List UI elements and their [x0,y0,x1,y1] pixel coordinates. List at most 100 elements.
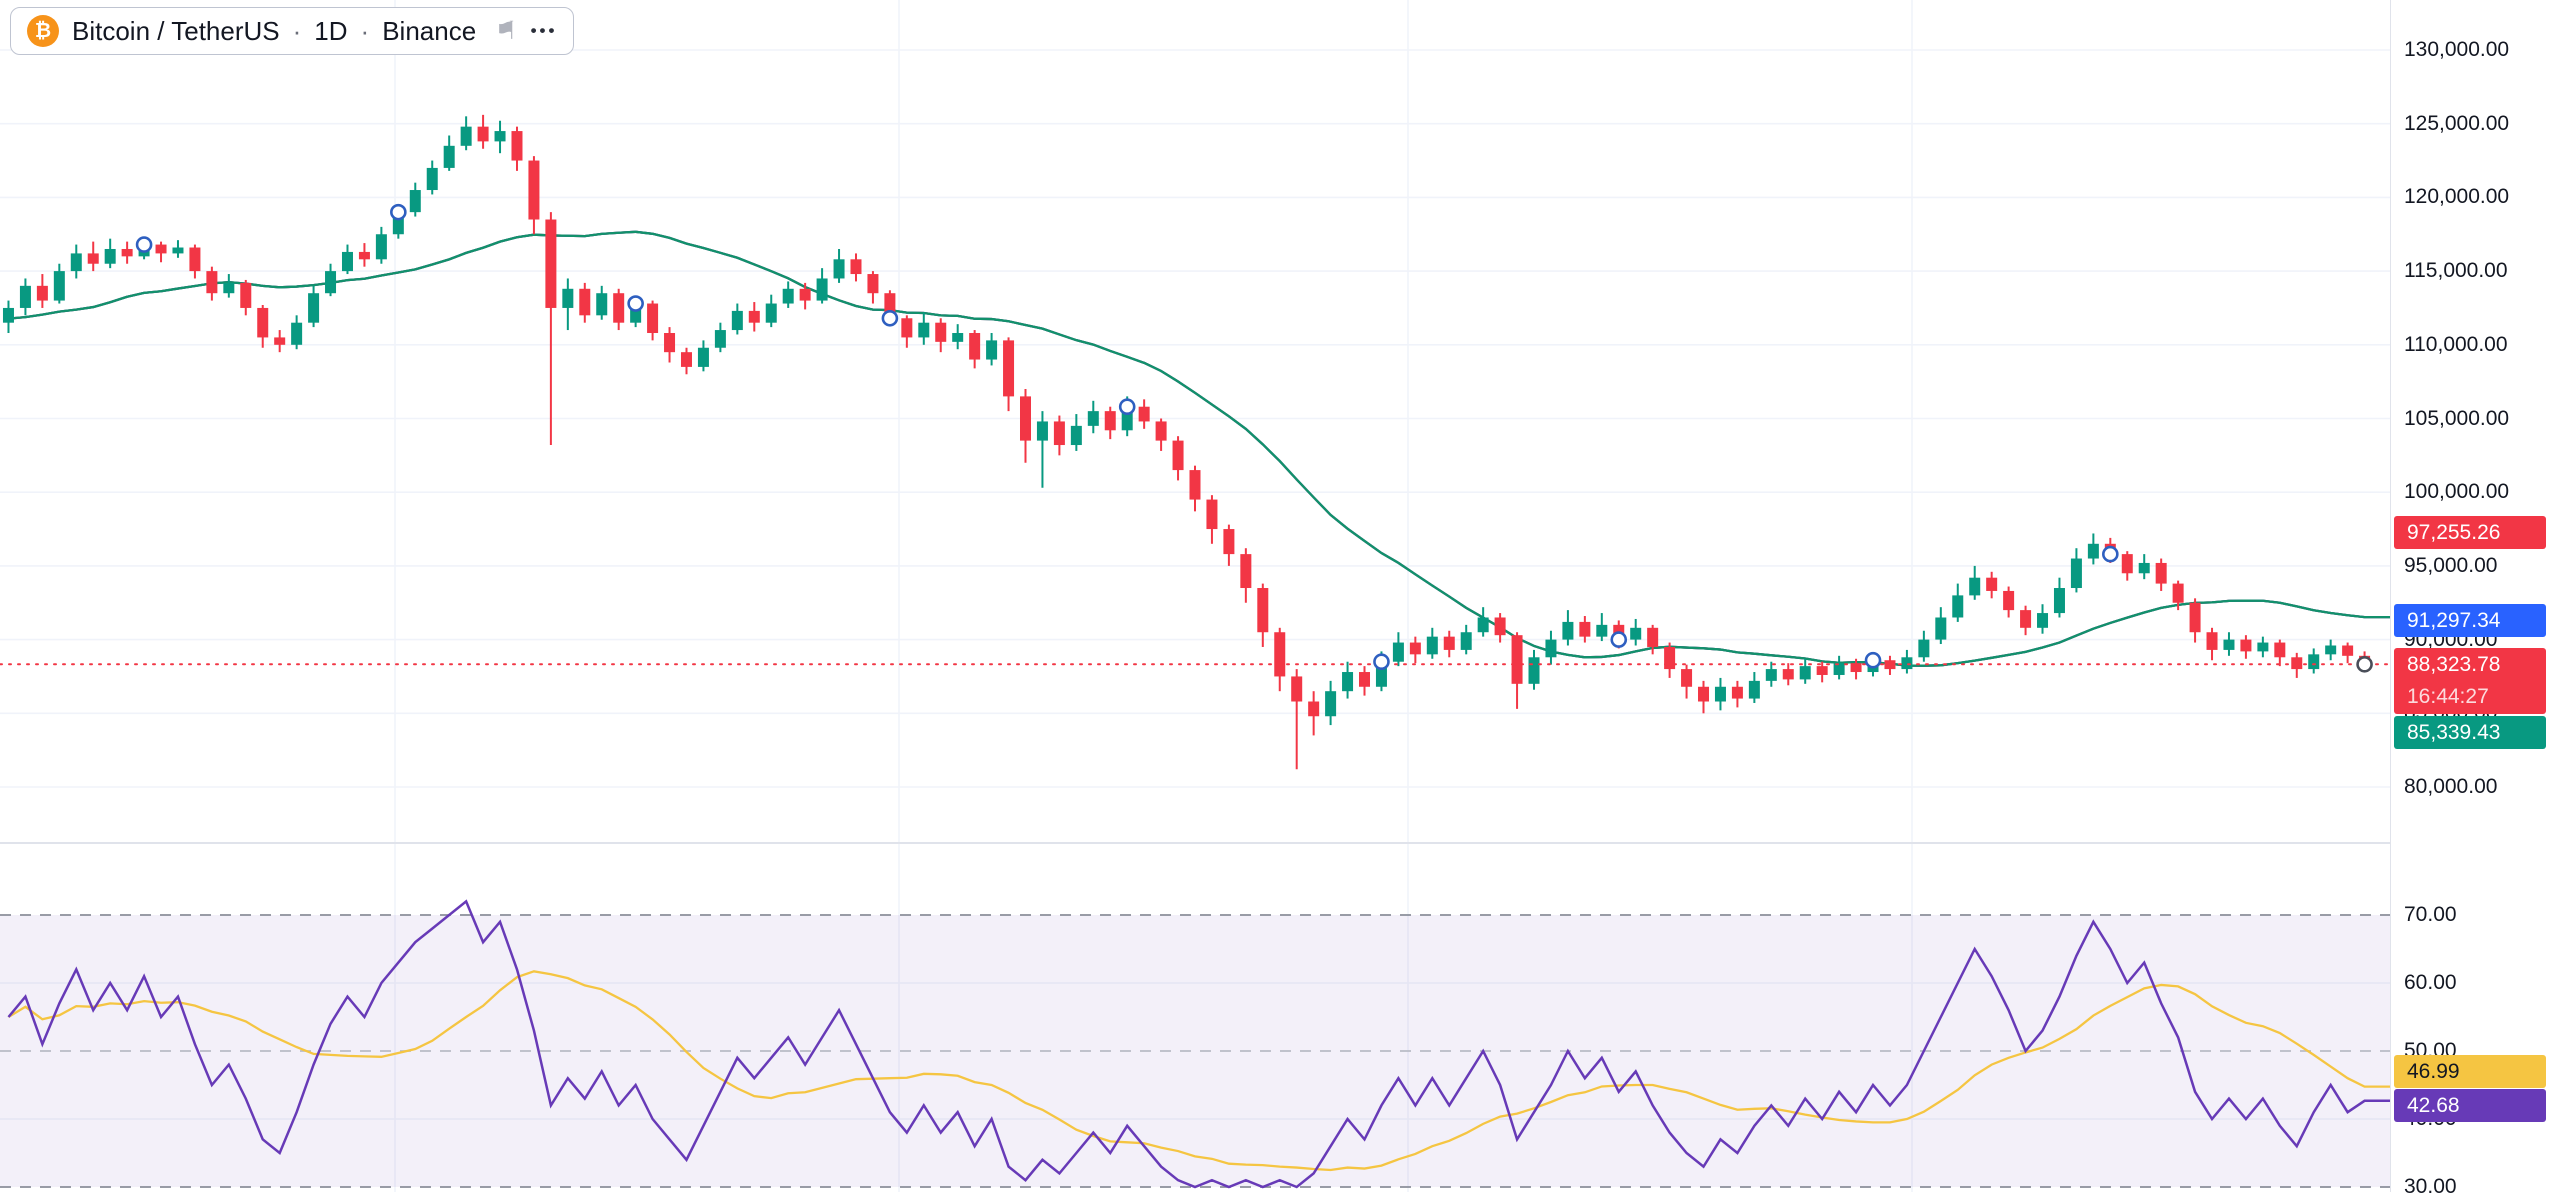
candle-body [528,160,540,220]
candle-body [1681,669,1693,687]
axis-tick-label: 110,000.00 [2404,332,2508,356]
candle-body [1647,627,1659,647]
main-price-pane[interactable] [0,0,2390,843]
candle-body [155,244,167,254]
candle-body [1816,666,1828,675]
candle-body [782,288,794,304]
candle-body [901,318,913,338]
candle-body [731,310,743,331]
rsi-pane[interactable] [0,847,2390,1192]
candle-body [1070,425,1082,446]
candle-body [1477,617,1489,633]
price-axis[interactable]: 97,255.26 91,297.34 88,323.78 16:44:27 8… [2390,0,2550,1198]
candle-body [2138,562,2150,574]
last-price-value: 88,323.78 [2407,652,2501,676]
axis-tick-label: 105,000.00 [2404,406,2510,430]
candle-body [2172,583,2184,603]
candle-body [1019,396,1031,441]
lower-band-price-tag: 85,339.43 [2394,715,2546,749]
candle-body [274,337,286,345]
rsi-ma-value-tag: 46.99 [2394,1054,2546,1088]
candle-body [2308,654,2320,670]
candle-body [375,234,387,260]
candle-body [596,293,608,316]
candle-body [1698,686,1710,702]
pane-separator[interactable] [0,843,2390,847]
candle-body [1511,635,1523,684]
rsi-band-fill [0,915,2390,1187]
flag-icon[interactable]: ⚑ [495,17,518,45]
last-price-marker [2356,656,2373,673]
candle-body [1630,627,1642,640]
candle-body [1359,672,1371,687]
candle-body [1799,666,1811,680]
candle-body [2037,613,2049,628]
candle-body [664,333,676,353]
candle-body [477,126,489,142]
candle-body [70,253,82,272]
candle-body [443,145,455,168]
candle-body [53,271,65,301]
rsi-ma-line [7,970,2390,1172]
price-marker [1118,398,1136,416]
candle-body [1308,701,1320,717]
rsi-line [7,899,2390,1189]
symbol-title[interactable]: Bitcoin / TetherUS [72,15,280,46]
candle-body [87,253,99,264]
candle-body [1850,663,1862,673]
candle-body [918,322,930,338]
candle-body [1257,588,1269,633]
candle-body [1833,663,1845,675]
more-icon[interactable]: ••• [530,21,558,40]
candle-body [1003,340,1015,397]
candle-body [1104,411,1116,431]
price-marker [881,309,899,327]
candle-body [1375,661,1387,687]
candle-body [1782,669,1794,680]
candle-body [1172,440,1184,471]
candle-body [1409,642,1421,655]
candle-body [409,190,421,213]
axis-tick-label: 120,000.00 [2404,185,2510,209]
candle-body [189,247,201,272]
candle-body [1748,680,1760,699]
candle-body [104,248,116,264]
candle-body [816,278,828,301]
candle-body [240,282,252,308]
candle-body [2189,602,2201,633]
interval-label[interactable]: 1D [314,15,348,46]
candle-body [2206,632,2218,650]
price-marker [1610,631,1628,648]
candle-body [1392,642,1404,662]
candle-body [579,288,591,316]
candle-body [714,330,726,348]
candle-body [1426,636,1438,655]
candle-body [969,333,981,360]
candle-body [1562,621,1574,640]
symbol-legend[interactable]: ₿ Bitcoin / TetherUS · 1D · Binance ⚑ ••… [10,7,575,55]
candle-body [935,322,947,342]
candle-body [613,293,625,323]
axis-tick-label: 125,000.00 [2404,111,2510,135]
candle-body [630,303,642,323]
candle-body [1189,470,1201,500]
axis-tick-label: 115,000.00 [2404,259,2508,283]
candle-body [1121,406,1133,431]
candle-body [1952,595,1964,618]
chart-canvas[interactable] [0,0,2390,1192]
candle-body [680,352,692,367]
upper-band-price-tag: 97,255.26 [2394,516,2546,550]
candle-body [206,271,218,294]
candle-body [1036,421,1048,441]
exchange-label[interactable]: Binance [382,15,477,46]
candle-body [1664,646,1676,670]
axis-tick-label: 80,000.00 [2404,775,2498,798]
candle-body [1206,499,1218,530]
legend-separator: · [292,15,302,46]
candle-body [2155,562,2167,584]
bar-countdown: 16:44:27 [2407,684,2489,708]
axis-tick-label: 70.00 [2404,903,2457,926]
candle-body [358,251,370,260]
candle-body [1765,669,1777,681]
